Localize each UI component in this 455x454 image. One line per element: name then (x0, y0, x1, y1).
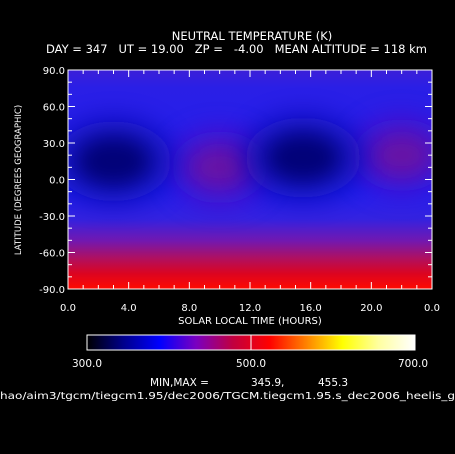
x-tick-label: 20.0 (360, 303, 382, 314)
y-tick-label: 60.0 (43, 103, 65, 114)
minmax-label: MIN,MAX = (150, 377, 209, 389)
colorbar-mid-label: 500.0 (236, 358, 266, 370)
x-axis-label: SOLAR LOCAL TIME (HOURS) (178, 316, 322, 327)
y-tick-label: 30.0 (43, 139, 65, 150)
x-tick-label: 0.0 (60, 303, 76, 314)
y-tick-label: -30.0 (39, 212, 65, 223)
colorbar-min-label: 300.0 (72, 358, 102, 370)
max-value: 455.3 (318, 377, 348, 389)
y-tick-label: -90.0 (39, 285, 65, 296)
y-tick-label: 90.0 (43, 66, 65, 77)
file-path: hao/aim3/tgcm/tiegcm1.95/dec2006/TGCM.ti… (0, 391, 455, 402)
x-tick-label: 12.0 (239, 303, 261, 314)
x-tick-label: 16.0 (300, 303, 322, 314)
temperature-maximum-core (193, 149, 246, 186)
colorbar-max-label: 700.0 (398, 358, 428, 370)
x-tick-label: 8.0 (181, 303, 197, 314)
x-tick-label: 0.0 (424, 303, 440, 314)
x-tick-labels: 0.0 4.0 8.0 12.0 16.0 20.0 0.0 (60, 303, 440, 314)
axis-ticks (67, 69, 433, 290)
min-value: 345.9, (251, 377, 284, 389)
y-axis-label: LATITUDE (DEGREES GEOGRAPHIC) (14, 105, 24, 255)
temperature-field (68, 70, 432, 289)
y-tick-label: 0.0 (49, 176, 65, 187)
temperature-minimum-core (79, 139, 148, 184)
temperature-minimum-core (269, 135, 338, 180)
y-tick-labels: 90.0 60.0 30.0 0.0 -30.0 -60.0 -90.0 (39, 66, 65, 296)
chart-title: NEUTRAL TEMPERATURE (K) (172, 29, 333, 43)
chart-subtitle: DAY = 347 UT = 19.00 ZP = -4.00 MEAN ALT… (46, 42, 427, 56)
y-tick-label: -60.0 (39, 249, 65, 260)
x-tick-label: 4.0 (121, 303, 137, 314)
temperature-maximum-core (375, 137, 428, 174)
